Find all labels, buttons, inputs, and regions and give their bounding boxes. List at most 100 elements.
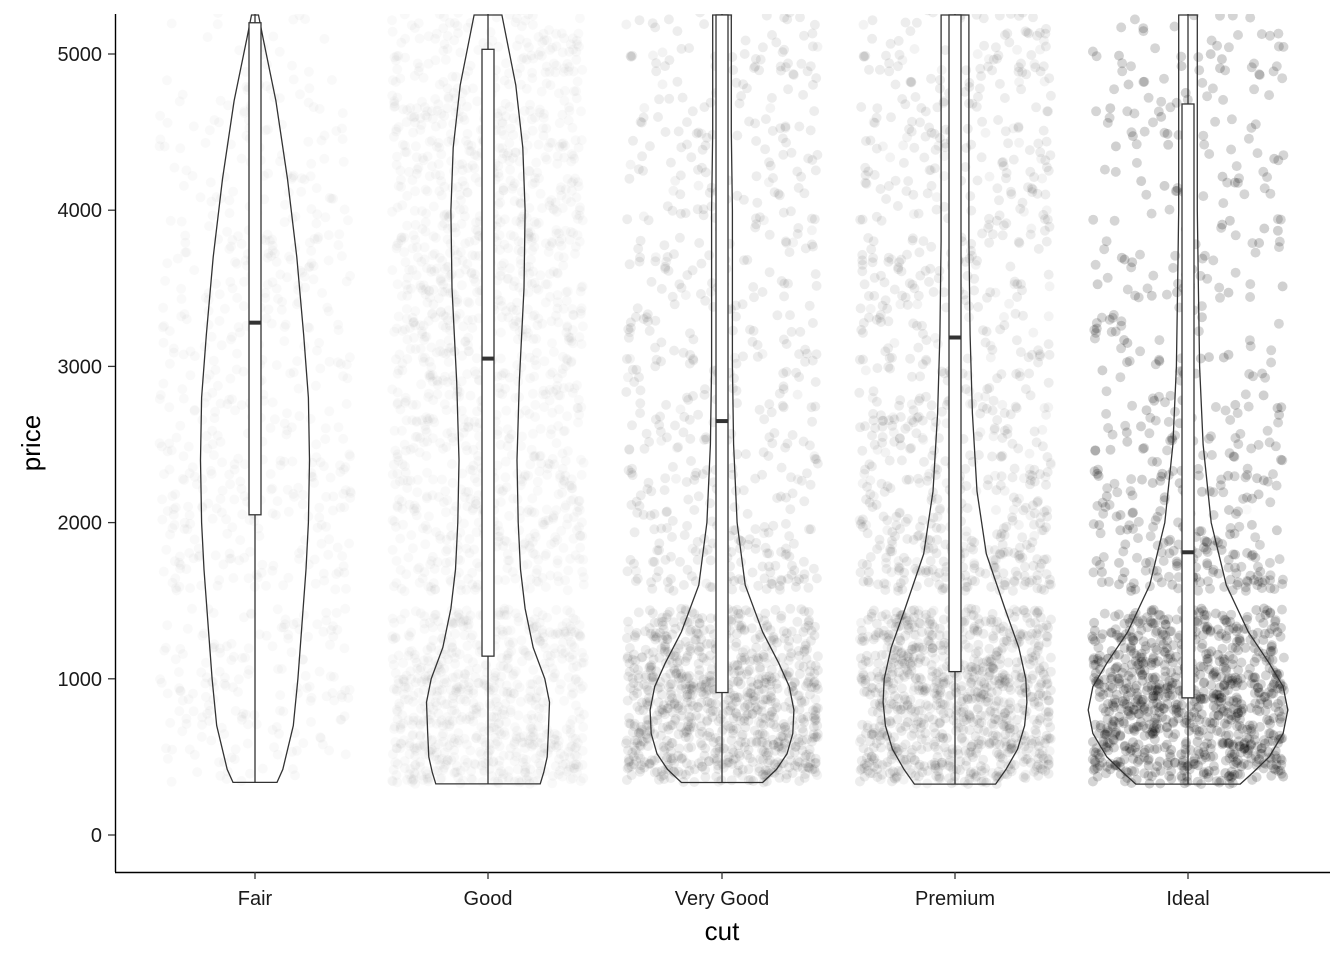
jitter-point <box>442 405 452 415</box>
jitter-point <box>500 472 510 482</box>
jitter-point <box>501 457 511 467</box>
jitter-point <box>180 231 190 241</box>
jitter-point <box>320 212 330 222</box>
jitter-point <box>567 640 577 650</box>
jitter-point <box>517 432 527 442</box>
jitter-point <box>447 433 457 443</box>
jitter-point <box>275 706 285 716</box>
jitter-point <box>501 406 511 416</box>
jitter-point <box>244 643 254 653</box>
jitter-point <box>306 717 316 727</box>
jitter-point <box>156 390 166 400</box>
jitter-point <box>402 221 412 231</box>
jitter-point <box>472 406 482 416</box>
jitter-point <box>169 510 179 520</box>
jitter-point <box>554 404 564 414</box>
jitter-point <box>533 477 543 487</box>
jitter-point <box>558 47 568 57</box>
jitter-point <box>454 114 464 124</box>
jitter-point <box>338 134 348 144</box>
jitter-point <box>528 724 538 734</box>
jitter-point <box>294 624 304 634</box>
jitter-point <box>398 520 408 530</box>
jitter-point <box>541 549 551 559</box>
jitter-point <box>232 293 242 303</box>
jitter-point <box>571 86 581 96</box>
jitter-point <box>243 719 253 729</box>
jitter-point <box>506 646 516 656</box>
jitter-point <box>338 371 348 381</box>
jitter-point <box>470 585 480 595</box>
jitter-point <box>489 673 499 683</box>
jitter-point <box>177 384 187 394</box>
jitter-point <box>215 648 225 658</box>
jitter-point <box>456 766 466 776</box>
jitter-point <box>314 513 324 523</box>
jitter-point <box>448 691 458 701</box>
jitter-point <box>237 653 247 663</box>
jitter-point <box>307 693 317 703</box>
jitter-point <box>309 478 319 488</box>
jitter-point <box>155 111 165 121</box>
jitter-point <box>415 762 425 772</box>
jitter-point <box>263 253 273 263</box>
jitter-point <box>268 32 278 42</box>
jitter-point <box>159 646 169 656</box>
jitter-point <box>461 714 471 724</box>
jitter-point <box>552 159 562 169</box>
jitter-point <box>342 360 352 370</box>
jitter-point <box>275 47 285 57</box>
jitter-point <box>285 368 295 378</box>
jitter-point <box>562 411 572 421</box>
jitter-point <box>209 115 219 125</box>
jitter-point <box>568 45 578 55</box>
jitter-point <box>337 251 347 261</box>
jitter-point <box>170 520 180 530</box>
jitter-point <box>573 230 583 240</box>
jitter-point <box>392 160 402 170</box>
jitter-point <box>392 64 402 74</box>
jitter-point <box>453 21 463 31</box>
jitter-point <box>216 494 226 504</box>
jitter-point <box>560 86 570 96</box>
jitter-point <box>299 610 309 620</box>
jitter-point <box>179 451 189 461</box>
jitter-point <box>564 333 574 343</box>
jitter-point <box>503 441 513 451</box>
jitter-point <box>298 499 308 509</box>
jitter-point <box>574 410 584 420</box>
jitter-point <box>519 209 529 219</box>
jitter-point <box>392 324 402 334</box>
jitter-point <box>306 171 316 181</box>
jitter-point <box>446 239 456 249</box>
jitter-point <box>279 336 289 346</box>
jitter-point <box>225 374 235 384</box>
jitter-point <box>239 553 249 563</box>
jitter-point <box>419 73 429 83</box>
jitter-point <box>167 445 177 455</box>
jitter-point <box>311 381 321 391</box>
jitter-point <box>426 586 436 596</box>
jitter-point <box>528 740 538 750</box>
jitter-point <box>500 575 510 585</box>
jitter-point <box>447 72 457 82</box>
jitter-point <box>175 96 185 106</box>
jitter-point <box>573 77 583 87</box>
jitter-point <box>447 638 457 648</box>
jitter-point <box>437 119 447 129</box>
jitter-point <box>405 741 415 751</box>
jitter-point <box>276 456 286 466</box>
jitter-point <box>575 631 585 641</box>
jitter-point <box>554 754 564 764</box>
jitter-point <box>408 318 418 328</box>
jitter-point <box>553 304 563 314</box>
jitter-point <box>234 45 244 55</box>
jitter-point <box>267 319 277 329</box>
jitter-point <box>527 68 537 78</box>
jitter-point <box>262 60 272 70</box>
jitter-point <box>305 682 315 692</box>
jitter-point <box>534 758 544 768</box>
jitter-point <box>528 537 538 547</box>
jitter-point <box>461 544 471 554</box>
jitter-point <box>558 449 568 459</box>
